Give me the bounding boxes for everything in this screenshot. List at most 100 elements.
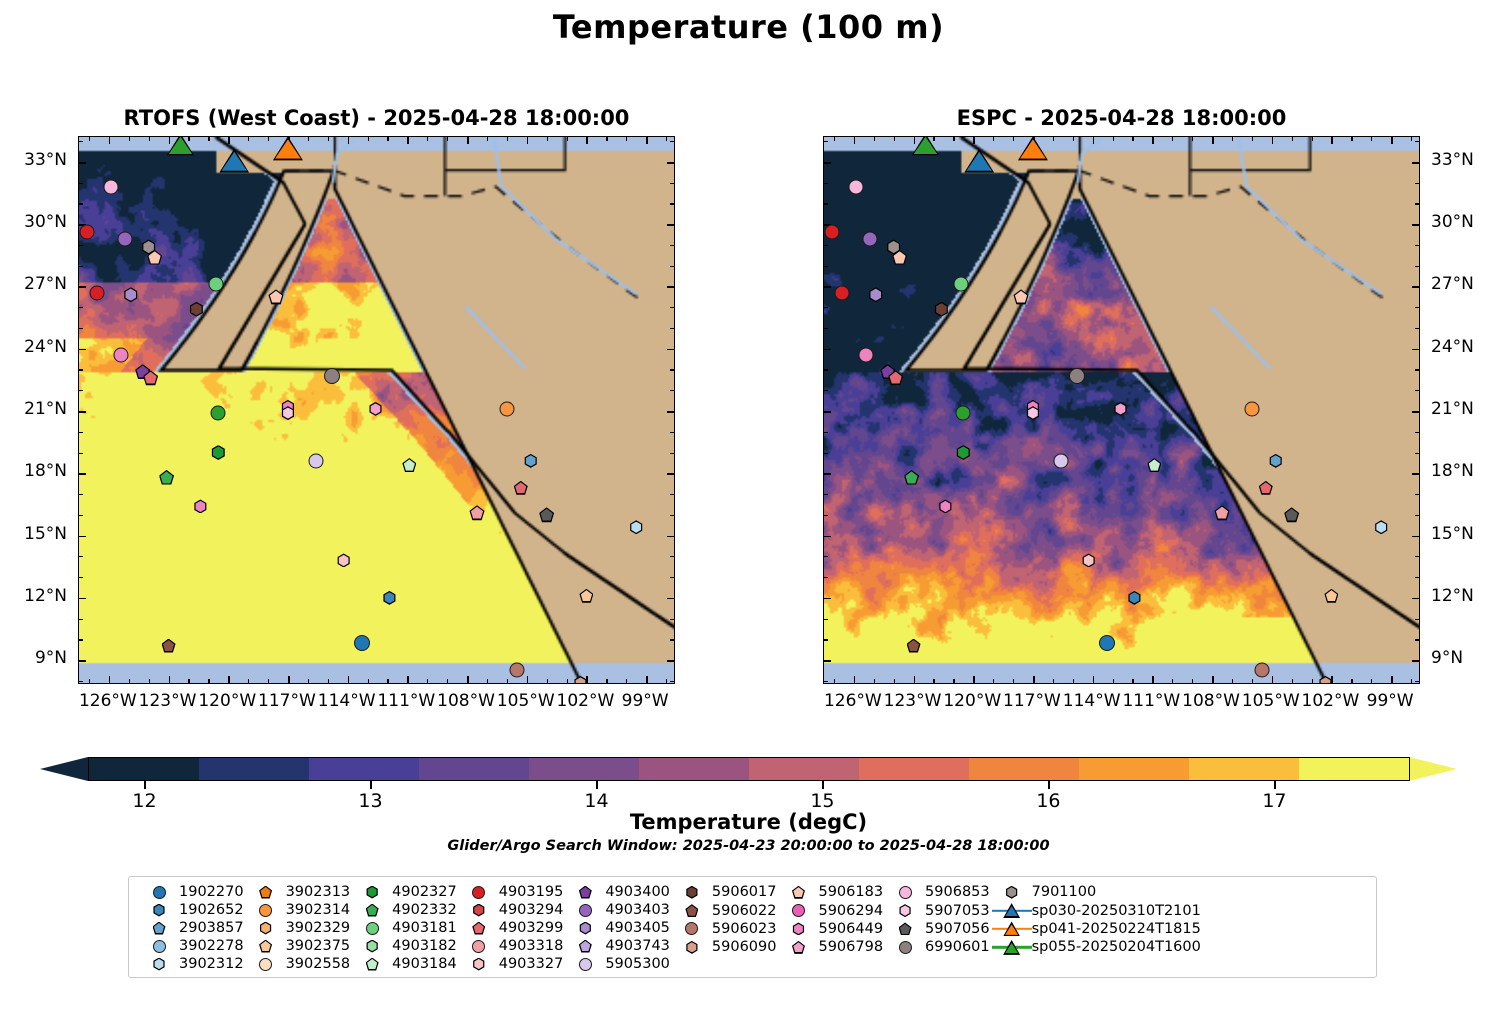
map-marker-5906294b[interactable] — [194, 499, 207, 514]
map-marker-4903195b[interactable] — [834, 285, 850, 301]
map-marker-5907053[interactable] — [281, 406, 294, 421]
legend-item[interactable]: 4903181 — [352, 919, 457, 937]
map-marker-5905300[interactable] — [308, 453, 324, 469]
map-marker-4903403[interactable] — [862, 231, 878, 247]
legend-item[interactable]: 2903857 — [139, 919, 244, 937]
map-marker-5906294[interactable] — [113, 347, 129, 363]
map-marker-2903857[interactable] — [1269, 453, 1282, 468]
legend-item[interactable]: 1902270 — [139, 883, 244, 901]
legend-item[interactable]: 4903195 — [459, 883, 563, 901]
map-marker-7901100[interactable] — [142, 239, 156, 255]
legend-item[interactable]: sp030-20250310T2101 — [991, 901, 1201, 919]
map-marker-4903327[interactable] — [1082, 553, 1095, 568]
legend-item[interactable]: 3902312 — [139, 955, 244, 973]
map-marker-5906798[interactable] — [369, 401, 382, 416]
legend-item[interactable]: 5906022 — [672, 901, 776, 919]
map-marker-5906090[interactable] — [574, 675, 587, 683]
map-marker-5906798[interactable] — [1114, 401, 1127, 416]
legend-item[interactable]: 4903743 — [565, 937, 670, 955]
map-marker-5907056[interactable] — [1284, 507, 1300, 523]
map-marker-1902652[interactable] — [383, 590, 396, 605]
map-marker-4903405[interactable] — [869, 287, 883, 303]
map-marker-3902314[interactable] — [1244, 401, 1260, 417]
legend-item[interactable]: 4903184 — [352, 955, 457, 973]
map-marker-5906183b[interactable] — [268, 289, 284, 305]
map-marker-3902375[interactable] — [1324, 588, 1339, 603]
map-marker-4903405[interactable] — [124, 287, 138, 303]
map-marker-5905300[interactable] — [1053, 453, 1069, 469]
legend-item[interactable]: 4902332 — [352, 901, 457, 919]
legend[interactable]: 1902270 1902652 2903857 3902278 3902312 39023… — [128, 876, 1377, 978]
legend-item[interactable]: 4903327 — [459, 955, 563, 973]
map-marker-4903181b[interactable] — [210, 405, 226, 421]
map-marker-5906183[interactable] — [147, 249, 163, 265]
map-marker-6990601[interactable] — [323, 367, 340, 384]
map-marker-5906022[interactable] — [161, 638, 176, 653]
map-marker-4902332[interactable] — [159, 469, 175, 485]
map-marker-4903299[interactable] — [888, 370, 904, 386]
legend-item[interactable]: 5906017 — [672, 883, 776, 901]
map-marker-4903195[interactable] — [824, 224, 840, 240]
map-marker-5906853[interactable] — [103, 179, 119, 195]
legend-item[interactable]: 7901100 — [992, 883, 1201, 901]
map-marker-5906294b[interactable] — [939, 499, 952, 514]
map-marker-3902312[interactable] — [630, 520, 643, 535]
map-marker-5906294[interactable] — [858, 347, 874, 363]
map-marker-4903181[interactable] — [953, 276, 969, 292]
legend-item[interactable]: 3902329 — [246, 919, 350, 937]
legend-item[interactable]: 4903318 — [459, 937, 563, 955]
legend-item[interactable]: 5905300 — [565, 955, 670, 973]
legend-item[interactable]: 5906853 — [885, 883, 990, 901]
map-marker-4903318[interactable] — [1214, 505, 1230, 521]
map-marker-5906023[interactable] — [1254, 662, 1270, 678]
legend-item[interactable]: 5906183 — [778, 883, 883, 901]
map-marker-4903299b[interactable] — [513, 480, 528, 495]
map-marker-4903181b[interactable] — [955, 405, 971, 421]
map-marker-4903327[interactable] — [337, 553, 350, 568]
legend-item[interactable]: 4903294 — [459, 901, 563, 919]
map-marker-6990601[interactable] — [1068, 367, 1085, 384]
map-marker-4903299b[interactable] — [1258, 480, 1273, 495]
map-marker-4902327[interactable] — [211, 445, 225, 460]
legend-item[interactable]: 3902278 — [139, 937, 244, 955]
legend-item[interactable]: 5906023 — [672, 920, 776, 938]
map-marker-4903403[interactable] — [117, 231, 133, 247]
map-marker-5907053[interactable] — [1026, 406, 1039, 421]
legend-item[interactable]: 5906798 — [778, 938, 883, 956]
legend-item[interactable]: 3902375 — [246, 937, 350, 955]
legend-item[interactable]: 3902558 — [246, 955, 350, 973]
map-marker-3902312[interactable] — [1375, 520, 1388, 535]
map-marker-5906183[interactable] — [892, 249, 908, 265]
legend-item[interactable]: 5906294 — [778, 901, 883, 919]
map-marker-4903184[interactable] — [1147, 457, 1162, 472]
legend-item[interactable]: 4903403 — [565, 901, 670, 919]
legend-item[interactable]: 5906090 — [672, 938, 776, 956]
map-marker-5906023[interactable] — [509, 662, 525, 678]
legend-item[interactable]: 3902314 — [246, 901, 350, 919]
map-marker-5907056[interactable] — [539, 507, 555, 523]
legend-item[interactable]: 5907053 — [885, 901, 990, 919]
map-marker-1902270[interactable] — [353, 635, 370, 652]
map-marker-5906017[interactable] — [934, 301, 948, 317]
map-marker-4903299[interactable] — [143, 370, 159, 386]
map-marker-5906017[interactable] — [189, 301, 203, 317]
map-marker-5906183b[interactable] — [1013, 289, 1029, 305]
legend-item[interactable]: 4903182 — [352, 937, 457, 955]
map-marker-4903195[interactable] — [79, 224, 95, 240]
legend-item[interactable]: 6990601 — [885, 938, 990, 956]
legend-item[interactable]: 4903405 — [565, 919, 670, 937]
legend-item[interactable]: 5907056 — [885, 920, 990, 938]
map-marker-2903857[interactable] — [524, 453, 537, 468]
map-marker-5906090[interactable] — [1319, 675, 1332, 683]
map-marker-4902332[interactable] — [904, 469, 920, 485]
map-panel-rtofs[interactable] — [78, 136, 675, 684]
map-marker-4903318[interactable] — [469, 505, 485, 521]
map-marker-7901100[interactable] — [887, 239, 901, 255]
legend-item[interactable]: 4903400 — [565, 883, 670, 901]
legend-item[interactable]: sp041-20250224T1815 — [991, 920, 1201, 938]
map-marker-1902652[interactable] — [1128, 590, 1141, 605]
map-marker-1902270[interactable] — [1098, 635, 1115, 652]
legend-item[interactable]: 5906449 — [778, 920, 883, 938]
map-marker-5906022[interactable] — [906, 638, 921, 653]
legend-item[interactable]: 4902327 — [352, 883, 457, 901]
